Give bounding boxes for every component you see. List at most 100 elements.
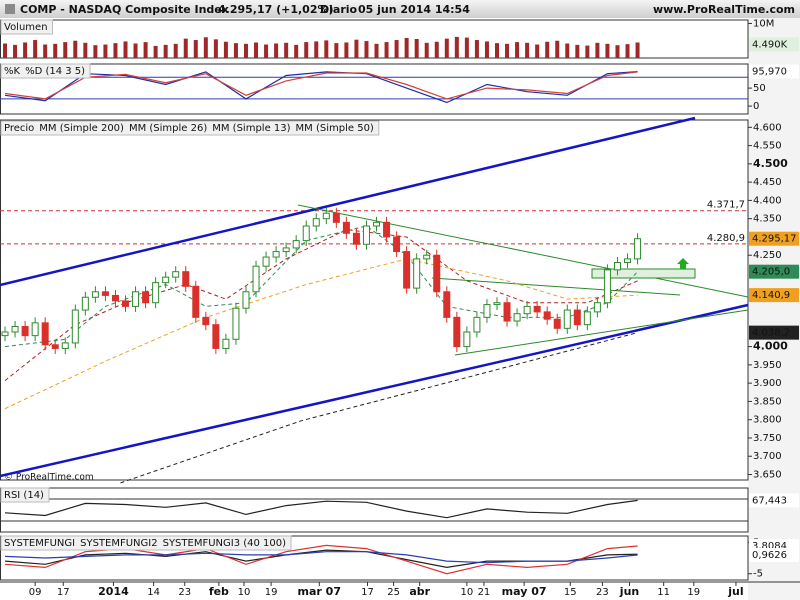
volume-bar: [324, 40, 329, 58]
volume-bar: [394, 40, 399, 58]
x-tick-label: 10: [238, 587, 251, 598]
candle-body: [553, 318, 561, 329]
candle-body: [142, 291, 150, 304]
volume-bar: [113, 43, 118, 58]
candle-body: [463, 331, 471, 348]
volume-bar: [464, 37, 469, 58]
series-line: [120, 332, 638, 484]
x-tick-label: 23: [596, 587, 609, 598]
panel-frame: [0, 535, 749, 581]
candle-body: [413, 258, 421, 289]
series-line: [4, 551, 638, 564]
volume-bar: [254, 42, 259, 58]
x-tick-label: jul: [727, 585, 743, 598]
quote: 4.295,17 (+1,02%): [218, 3, 334, 16]
symbol: COMP - NASDAQ Composite Index: [20, 3, 229, 16]
channel-upper: [0, 116, 696, 287]
candle-body: [593, 302, 601, 313]
x-tick-label: 19: [687, 587, 700, 598]
y-tick-label: 4.400: [753, 195, 782, 206]
breakout-box: [591, 268, 696, 279]
candle-body: [51, 344, 59, 349]
volume-bar: [545, 41, 550, 58]
volume-bar: [404, 37, 409, 58]
y-tick-label: 50: [753, 83, 766, 94]
value-badge: [749, 231, 799, 246]
volume-bar: [123, 41, 128, 58]
candle-body: [162, 276, 170, 284]
volume-bar: [635, 42, 640, 58]
volume-bar: [454, 36, 459, 58]
x-tick-label: 19: [265, 587, 278, 598]
value-badge-label: 4.295,17: [752, 234, 797, 245]
datetime: 05 jun 2014 14:54: [358, 3, 470, 16]
candle-body: [362, 225, 370, 245]
volume-bar: [153, 45, 158, 58]
volume-bar: [424, 42, 429, 58]
value-badge-label: 67,443: [752, 495, 787, 506]
volume-bar: [625, 44, 630, 58]
candle-body: [222, 338, 230, 349]
volume-bar: [23, 42, 28, 58]
volume-bar: [284, 42, 289, 58]
candle-body: [1, 331, 9, 337]
volume-bar: [73, 40, 78, 58]
candle-body: [603, 269, 611, 304]
candle-body: [352, 232, 360, 245]
x-tick-label: 17: [361, 587, 374, 598]
volume-bar: [314, 41, 319, 58]
candle-body: [583, 311, 591, 326]
y-tick-label: 4.450: [753, 177, 782, 188]
volume-bar: [384, 42, 389, 58]
volume-bar: [535, 44, 540, 58]
volume-bar: [264, 44, 269, 58]
x-tick-label: may 07: [502, 585, 547, 598]
x-tick-label: mar 07: [298, 585, 341, 598]
x-tick-label: 17: [57, 587, 70, 598]
value-badge: [749, 264, 799, 279]
volume-bar: [565, 43, 570, 58]
candle-body: [523, 305, 531, 315]
legend-entry: Volumen: [4, 22, 48, 33]
channel-lower: [0, 303, 749, 478]
x-tick-label: 14: [147, 587, 160, 598]
candle-body: [292, 240, 300, 249]
candle-body: [41, 322, 49, 346]
x-tick-label: 11: [657, 587, 670, 598]
candle-body: [212, 324, 220, 349]
candle-body: [634, 238, 642, 260]
candle-body: [272, 251, 280, 258]
x-tick-label: 2014: [98, 585, 129, 598]
legend-entry: Precio: [4, 123, 34, 134]
volume-bar: [484, 41, 489, 58]
volume-bar: [43, 44, 48, 58]
volume-bar: [3, 43, 8, 58]
volume-bar: [143, 42, 148, 58]
candle-body: [202, 316, 210, 326]
value-badge-label: 0,9626: [752, 550, 787, 561]
legend-box: [0, 120, 380, 136]
level-label: 4.371,7: [707, 200, 745, 211]
y-tick-label: 4.350: [753, 214, 782, 225]
volume-bar: [525, 42, 530, 58]
legend-entry: SYSTEMFUNGI3 (40 100): [163, 538, 287, 549]
candle-body: [453, 316, 461, 348]
candle-body: [232, 307, 240, 340]
series-line: [4, 499, 638, 519]
candle-body: [322, 212, 330, 220]
candle-body: [71, 309, 79, 344]
y-tick-label: 10M: [753, 18, 774, 29]
candle-body: [262, 256, 270, 267]
value-badge-label: 95,970: [752, 67, 787, 78]
y-tick-label: 4.500: [753, 157, 788, 170]
series-line: [4, 229, 638, 381]
volume-bar: [555, 40, 560, 58]
volume-bar: [585, 45, 590, 58]
legend-entry: SYSTEMFUNGI2: [80, 538, 157, 549]
series-line: [4, 258, 638, 410]
volume-bar: [374, 43, 379, 58]
value-badge: [749, 288, 799, 303]
candle-body: [403, 251, 411, 289]
candle-body: [443, 291, 451, 318]
volume-bar: [203, 37, 208, 58]
